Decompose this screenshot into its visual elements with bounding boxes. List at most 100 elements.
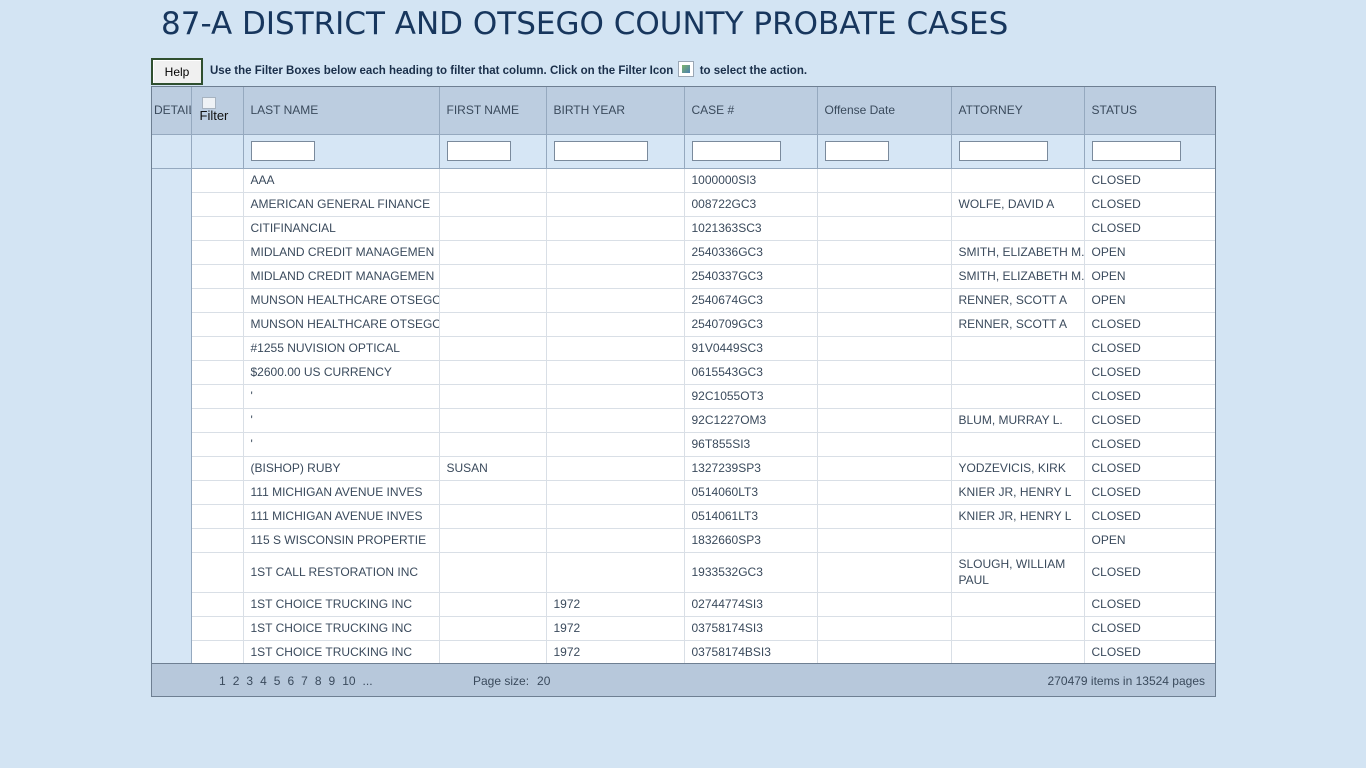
col-header-first-name[interactable]: FIRST NAME bbox=[439, 87, 547, 135]
detail-cell[interactable] bbox=[152, 240, 192, 264]
detail-cell[interactable] bbox=[152, 640, 192, 664]
status-cell: OPEN bbox=[1084, 240, 1215, 265]
detail-cell[interactable] bbox=[152, 288, 192, 312]
table-row[interactable]: 115 S WISCONSIN PROPERTIE 1832660SP3 OPEN bbox=[152, 528, 1215, 553]
col-header-offense-date[interactable]: Offense Date bbox=[817, 87, 952, 135]
table-row[interactable]: ' 92C1055OT3 CLOSED bbox=[152, 384, 1215, 409]
page-link[interactable]: 1 bbox=[219, 674, 226, 688]
help-button[interactable]: Help bbox=[151, 58, 203, 85]
status-cell: OPEN bbox=[1084, 264, 1215, 289]
detail-cell[interactable] bbox=[152, 360, 192, 384]
table-row[interactable]: CITIFINANCIAL 1021363SC3 CLOSED bbox=[152, 216, 1215, 241]
page-link[interactable]: 9 bbox=[328, 674, 336, 688]
attorney-cell: BLUM, MURRAY L. bbox=[951, 408, 1085, 433]
filter-instructions: Use the Filter Boxes below each heading … bbox=[210, 61, 807, 77]
page-link-more[interactable]: ... bbox=[362, 674, 373, 688]
first-name-cell bbox=[439, 288, 547, 313]
table-row[interactable]: 1ST CHOICE TRUCKING INC 1972 03758174BSI3 C… bbox=[152, 640, 1215, 665]
status-filter-input[interactable] bbox=[1091, 141, 1181, 161]
detail-cell[interactable] bbox=[152, 480, 192, 504]
filter-cell bbox=[191, 616, 244, 641]
birth-year-cell bbox=[546, 456, 685, 481]
first-name-filter-input[interactable] bbox=[446, 141, 511, 161]
table-row[interactable]: 1ST CALL RESTORATION INC 1933532GC3 SLOUGH… bbox=[152, 552, 1215, 593]
birth-year-filter-input[interactable] bbox=[553, 141, 648, 161]
status-cell: CLOSED bbox=[1084, 360, 1215, 385]
case-number-cell: 0514060LT3 bbox=[684, 480, 818, 505]
table-row[interactable]: ' 92C1227OM3 BLUM, MURRAY L. CLOSED bbox=[152, 408, 1215, 433]
page-link[interactable]: 5 bbox=[273, 674, 281, 688]
filter-cell bbox=[191, 360, 244, 385]
col-header-status[interactable]: STATUS bbox=[1084, 87, 1215, 135]
page-title: 87-A DISTRICT AND OTSEGO COUNTY PROBATE … bbox=[161, 6, 1009, 42]
filter-cell-filter bbox=[191, 134, 244, 169]
attorney-filter-input[interactable] bbox=[958, 141, 1048, 161]
table-row[interactable]: $2600.00 US CURRENCY 0615543GC3 CLOSED bbox=[152, 360, 1215, 385]
offense-date-cell bbox=[817, 384, 952, 409]
offense-date-cell bbox=[817, 504, 952, 529]
table-row[interactable]: AMERICAN GENERAL FINANCE 008722GC3 WOLFE, … bbox=[152, 192, 1215, 217]
detail-cell[interactable] bbox=[152, 432, 192, 456]
birth-year-cell: 1972 bbox=[546, 640, 685, 665]
detail-cell[interactable] bbox=[152, 504, 192, 528]
table-row[interactable]: #1255 NUVISION OPTICAL 91V0449SC3 CLOSED bbox=[152, 336, 1215, 361]
detail-cell[interactable] bbox=[152, 552, 192, 592]
case-number-filter-input[interactable] bbox=[691, 141, 781, 161]
detail-cell[interactable] bbox=[152, 168, 192, 192]
first-name-cell bbox=[439, 616, 547, 641]
birth-year-cell bbox=[546, 504, 685, 529]
case-number-cell: 96T855SI3 bbox=[684, 432, 818, 457]
detail-cell[interactable] bbox=[152, 456, 192, 480]
detail-cell[interactable] bbox=[152, 592, 192, 616]
case-number-cell: 2540674GC3 bbox=[684, 288, 818, 313]
status-cell: CLOSED bbox=[1084, 216, 1215, 241]
page-link[interactable]: 4 bbox=[260, 674, 267, 688]
page-link[interactable]: 6 bbox=[287, 674, 295, 688]
first-name-cell bbox=[439, 192, 547, 217]
page-link[interactable]: 7 bbox=[301, 674, 308, 688]
table-row[interactable]: 111 MICHIGAN AVENUE INVES 0514061LT3 KNIER… bbox=[152, 504, 1215, 529]
col-header-birth-year[interactable]: BIRTH YEAR bbox=[546, 87, 685, 135]
page-link[interactable]: 8 bbox=[314, 674, 322, 688]
detail-cell[interactable] bbox=[152, 408, 192, 432]
page-link[interactable]: 10 bbox=[342, 674, 356, 688]
table-row[interactable]: MIDLAND CREDIT MANAGEMEN 2540336GC3 SMITH,… bbox=[152, 240, 1215, 265]
detail-cell[interactable] bbox=[152, 336, 192, 360]
detail-cell[interactable] bbox=[152, 528, 192, 552]
table-row[interactable]: 1ST CHOICE TRUCKING INC 1972 03758174SI3 CL… bbox=[152, 616, 1215, 641]
attorney-cell: WOLFE, DAVID A bbox=[951, 192, 1085, 217]
last-name-filter-input[interactable] bbox=[250, 141, 315, 161]
last-name-cell: 115 S WISCONSIN PROPERTIE bbox=[243, 528, 440, 553]
attorney-cell bbox=[951, 592, 1085, 617]
detail-cell[interactable] bbox=[152, 192, 192, 216]
detail-cell[interactable] bbox=[152, 216, 192, 240]
detail-cell[interactable] bbox=[152, 264, 192, 288]
filter-image-icon[interactable]: Filter bbox=[200, 97, 228, 122]
last-name-cell: 1ST CHOICE TRUCKING INC bbox=[243, 640, 440, 665]
table-row[interactable]: (BISHOP) RUBY SUSAN 1327239SP3 YODZEVICIS, … bbox=[152, 456, 1215, 481]
table-row[interactable]: 1ST CHOICE TRUCKING INC 1972 02744774SI3 CL… bbox=[152, 592, 1215, 617]
offense-date-filter-input[interactable] bbox=[824, 141, 889, 161]
table-row[interactable]: MUNSON HEALTHCARE OTSEGO 2540674GC3 RENNER… bbox=[152, 288, 1215, 313]
table-row[interactable]: AAA 1000000SI3 CLOSED bbox=[152, 168, 1215, 193]
table-row[interactable]: 111 MICHIGAN AVENUE INVES 0514060LT3 KNIER… bbox=[152, 480, 1215, 505]
filter-cell bbox=[191, 216, 244, 241]
col-header-case-number[interactable]: CASE # bbox=[684, 87, 818, 135]
table-row[interactable]: MIDLAND CREDIT MANAGEMEN 2540337GC3 SMITH,… bbox=[152, 264, 1215, 289]
table-row[interactable]: ' 96T855SI3 CLOSED bbox=[152, 432, 1215, 457]
col-header-filter[interactable]: Filter bbox=[191, 87, 244, 135]
table-row[interactable]: MUNSON HEALTHCARE OTSEGO 2540709GC3 RENNER… bbox=[152, 312, 1215, 337]
birth-year-cell bbox=[546, 168, 685, 193]
status-cell: CLOSED bbox=[1084, 480, 1215, 505]
page-size-value[interactable]: 20 bbox=[537, 674, 551, 688]
detail-cell[interactable] bbox=[152, 384, 192, 408]
page-link[interactable]: 3 bbox=[246, 674, 254, 688]
col-header-attorney[interactable]: ATTORNEY bbox=[951, 87, 1085, 135]
last-name-cell: ' bbox=[243, 384, 440, 409]
filter-cell bbox=[191, 504, 244, 529]
first-name-cell bbox=[439, 384, 547, 409]
col-header-last-name[interactable]: LAST NAME bbox=[243, 87, 440, 135]
detail-cell[interactable] bbox=[152, 616, 192, 640]
detail-cell[interactable] bbox=[152, 312, 192, 336]
page-link[interactable]: 2 bbox=[232, 674, 240, 688]
